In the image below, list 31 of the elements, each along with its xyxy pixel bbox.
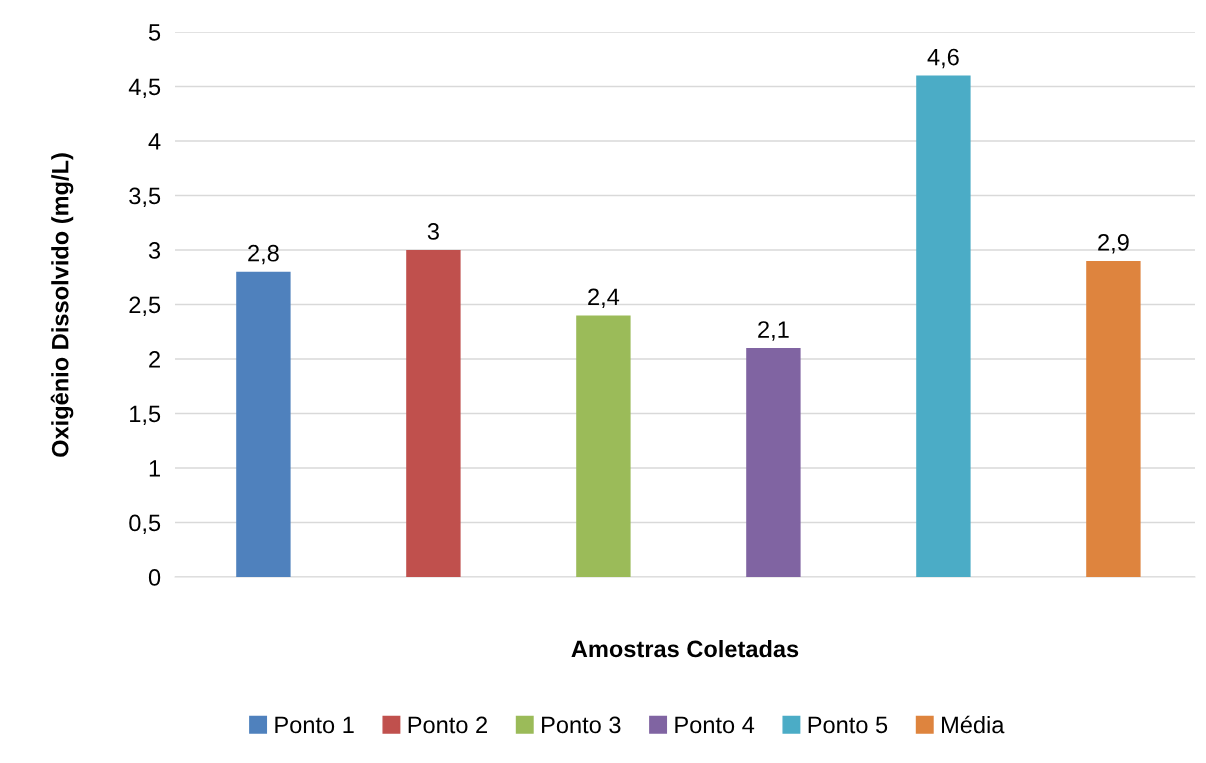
data-label: 2,1 xyxy=(758,321,789,341)
data-label: 3 xyxy=(427,223,439,240)
y-tick-label: 1 xyxy=(149,460,160,477)
data-label: 4,6 xyxy=(927,48,959,69)
legend-label: Ponto 3 xyxy=(542,716,621,734)
legend-label: Ponto 4 xyxy=(675,716,755,734)
y-tick-label: 0,5 xyxy=(129,514,161,535)
bar xyxy=(746,348,801,577)
y-axis-title: Oxigênio Dissolvido (mg/L) xyxy=(50,153,74,457)
data-label: 2,8 xyxy=(248,244,279,265)
y-tick-label: 2 xyxy=(149,351,160,368)
legend-label: Ponto 1 xyxy=(275,716,354,734)
data-label: 2,4 xyxy=(588,288,620,308)
bar xyxy=(236,271,291,577)
bar xyxy=(1086,260,1141,577)
bar xyxy=(406,250,461,577)
bar xyxy=(916,75,971,577)
y-tick-label: 1,5 xyxy=(130,405,161,426)
legend-label: Ponto 5 xyxy=(808,716,888,734)
legend-label: Ponto 2 xyxy=(408,716,487,734)
y-tick-label: 3 xyxy=(148,242,161,259)
y-tick-label: 2,5 xyxy=(129,296,161,317)
y-tick-label: 4,5 xyxy=(128,78,161,99)
bar xyxy=(576,315,631,577)
x-axis-title: Amostras Coletadas xyxy=(571,639,799,658)
legend-label: Média xyxy=(942,715,1005,734)
y-tick-label: 0 xyxy=(148,569,161,586)
data-label: 2,9 xyxy=(1098,233,1129,254)
y-tick-label: 4 xyxy=(148,133,161,150)
y-tick-label: 3,5 xyxy=(129,187,161,208)
y-tick-label: 5 xyxy=(148,24,161,41)
